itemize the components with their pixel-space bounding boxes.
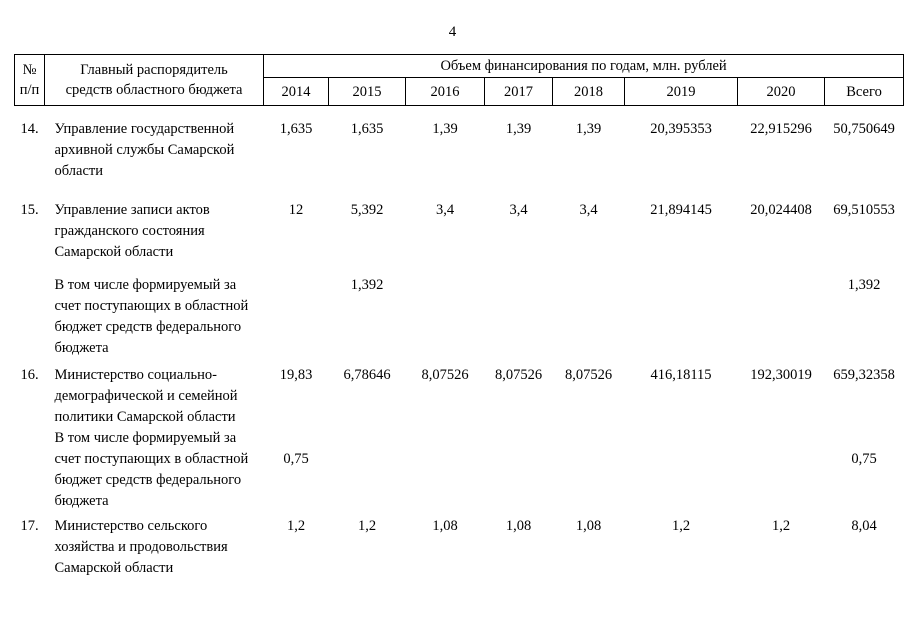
row-number xyxy=(15,275,45,365)
row-number: 17. xyxy=(20,518,39,534)
table-row: 17. Министерство сельского хозяйства и п… xyxy=(15,516,904,579)
table-row: В том числе формируемый за счет поступаю… xyxy=(15,428,904,516)
cell-2017 xyxy=(485,275,553,365)
cell-2019: 416,18115 xyxy=(650,367,712,383)
cell-2016: 8,07526 xyxy=(421,367,469,383)
cell-2017 xyxy=(485,428,553,516)
cell-2014 xyxy=(264,275,329,365)
header-num: № п/п xyxy=(14,54,45,106)
cell-2018 xyxy=(553,428,625,516)
page-number: 4 xyxy=(448,24,457,40)
table-header: № п/п Главный распорядитель средств обла… xyxy=(14,54,905,106)
row-number: 14. xyxy=(20,121,39,137)
header-year-2020: 2020 xyxy=(737,77,825,106)
table-body: 14. Управление государственной архивной … xyxy=(15,106,904,580)
cell-2019 xyxy=(625,428,738,516)
row-number: 15. xyxy=(20,202,39,218)
cell-2020: 22,915296 xyxy=(750,121,812,137)
cell-2020: 1,2 xyxy=(771,518,791,534)
header-num-line1: № xyxy=(22,62,37,78)
cell-2016 xyxy=(406,428,485,516)
header-manager-line2: средств областного бюджета xyxy=(65,82,243,98)
header-year-2014: 2014 xyxy=(263,77,329,106)
cell-2015: 6,78646 xyxy=(343,367,391,383)
header-manager-line1: Главный распорядитель xyxy=(80,62,228,78)
table-row: В том числе формируемый за счет поступаю… xyxy=(15,275,904,365)
header-year-2015: 2015 xyxy=(328,77,406,106)
cell-2020: 20,024408 xyxy=(750,202,812,218)
cell-total: 50,750649 xyxy=(833,121,895,137)
cell-2018: 8,07526 xyxy=(564,367,613,383)
cell-2020 xyxy=(738,275,825,365)
cell-2019: 20,395353 xyxy=(650,121,712,137)
row-name: Министерство социально-демографической и… xyxy=(54,367,238,425)
cell-2017: 1,39 xyxy=(505,121,532,137)
table-row: 16. Министерство социально-демографическ… xyxy=(15,365,904,428)
cell-2014: 1,2 xyxy=(286,518,306,534)
cell-2014: 0,75 xyxy=(283,451,309,467)
cell-2016: 3,4 xyxy=(435,202,455,218)
table-row: 14. Управление государственной архивной … xyxy=(15,106,904,201)
header-year-2019: 2019 xyxy=(624,77,738,106)
cell-2014: 12 xyxy=(288,202,304,218)
row-name: Управление государственной архивной служ… xyxy=(54,121,235,179)
row-name: В том числе формируемый за счет поступаю… xyxy=(54,277,249,356)
cell-2015: 1,2 xyxy=(357,518,377,534)
row-name: Управление записи актов гражданского сос… xyxy=(54,202,210,260)
cell-2020: 192,30019 xyxy=(750,367,812,383)
cell-2017: 8,07526 xyxy=(494,367,543,383)
cell-2017: 1,08 xyxy=(505,518,532,534)
row-name: В том числе формируемый за счет поступаю… xyxy=(54,430,249,509)
header-row-years: 2014 2015 2016 2017 2018 2019 2020 Всего xyxy=(15,77,905,106)
cell-2018: 1,39 xyxy=(575,121,602,137)
header-row-top: № п/п Главный распорядитель средств обла… xyxy=(14,54,905,106)
cell-2018: 3,4 xyxy=(579,202,598,218)
budget-table: № п/п Главный распорядитель средств обла… xyxy=(14,54,905,580)
header-year-2017: 2017 xyxy=(484,77,553,106)
header-total: Всего xyxy=(823,77,905,106)
cell-2016: 1,08 xyxy=(432,518,458,534)
cell-total: 0,75 xyxy=(851,451,877,467)
cell-2014: 19,83 xyxy=(279,367,313,383)
header-year-2018: 2018 xyxy=(552,77,625,106)
cell-2020 xyxy=(738,428,825,516)
cell-2014: 1,635 xyxy=(279,121,313,137)
cell-2019 xyxy=(625,275,738,365)
cell-total: 8,04 xyxy=(851,518,877,534)
cell-2015 xyxy=(329,428,406,516)
cell-2016 xyxy=(406,275,485,365)
row-number: 16. xyxy=(20,367,39,383)
cell-2015: 1,635 xyxy=(350,121,384,137)
cell-total: 69,510553 xyxy=(833,202,895,218)
table-row: 15. Управление записи актов гражданского… xyxy=(15,200,904,275)
cell-total: 1,392 xyxy=(847,277,881,293)
cell-2017: 3,4 xyxy=(509,202,528,218)
cell-2015: 1,392 xyxy=(350,277,384,293)
cell-2015: 5,392 xyxy=(350,202,384,218)
cell-total: 659,32358 xyxy=(833,367,895,383)
cell-2019: 1,2 xyxy=(671,518,691,534)
row-name: Министерство сельского хозяйства и продо… xyxy=(54,518,228,576)
cell-2019: 21,894145 xyxy=(650,202,712,218)
header-num-line2: п/п xyxy=(19,82,40,98)
cell-2018 xyxy=(553,275,625,365)
cell-2016: 1,39 xyxy=(432,121,458,137)
header-finance-title: Объем финансирования по годам, млн. рубл… xyxy=(262,54,905,78)
row-number xyxy=(15,428,45,516)
cell-2018: 1,08 xyxy=(575,518,602,534)
header-manager: Главный распорядитель средств областного… xyxy=(44,54,264,106)
header-year-2016: 2016 xyxy=(405,77,485,106)
